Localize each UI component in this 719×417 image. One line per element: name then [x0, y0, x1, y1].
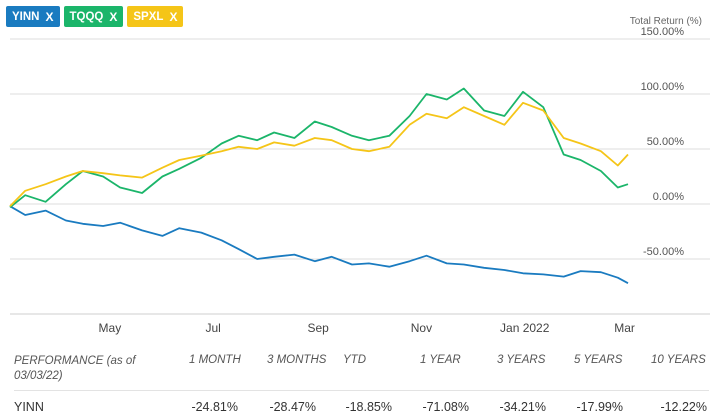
value-3-months: -28.47%	[269, 400, 316, 414]
line-chart: 150.00% 100.00% 50.00% 0.00% -50.00% May Jul Se…	[9, 16, 710, 335]
col-ytd: YTD	[343, 354, 366, 366]
row-label: YINN	[14, 400, 44, 414]
series-lines	[9, 87, 629, 284]
value-10-years: -12.22%	[660, 400, 707, 414]
col-1-month: 1 MONTH	[189, 354, 241, 366]
value-1-month: -24.81%	[191, 400, 238, 414]
value-3-years: -34.21%	[499, 400, 546, 414]
col-10-years: 10 YEARS	[651, 354, 706, 366]
x-tick-label: Sep	[307, 321, 329, 335]
chip-yinn-label: YINN	[12, 10, 40, 23]
chip-spxl-label: SPXL	[133, 10, 164, 23]
col-3-years: 3 YEARS	[497, 354, 546, 366]
performance-header-label: PERFORMANCE (as of 03/03/22)	[14, 355, 136, 382]
close-icon[interactable]: X	[45, 9, 54, 24]
series-chips: YINN X TQQQ X SPXL X	[6, 6, 184, 27]
y-axis-label: Total Return (%)	[630, 16, 702, 27]
value-5-years: -17.99%	[576, 400, 623, 414]
x-tick-label: Mar	[614, 321, 635, 335]
y-tick-label: -50.00%	[643, 246, 684, 258]
y-tick-label: 50.00%	[647, 136, 685, 148]
x-tick-label: Jul	[206, 321, 221, 335]
value-ytd: -18.85%	[345, 400, 392, 414]
x-tick-label: May	[99, 321, 122, 335]
chip-tqqq-label: TQQQ	[69, 10, 104, 23]
col-3-months: 3 MONTHS	[267, 354, 327, 366]
x-tick-label: Nov	[411, 321, 432, 335]
chip-tqqq[interactable]: TQQQ X	[63, 6, 124, 27]
axes: 150.00% 100.00% 50.00% 0.00% -50.00% May Jul Se…	[99, 26, 685, 335]
series-line-tqqq	[9, 87, 629, 209]
close-icon[interactable]: X	[169, 9, 178, 24]
x-tick-label: Jan 2022	[500, 321, 550, 335]
col-5-years: 5 YEARS	[574, 354, 623, 366]
y-tick-label: 100.00%	[641, 81, 685, 93]
col-1-year: 1 YEAR	[420, 354, 461, 366]
close-icon[interactable]: X	[109, 9, 118, 24]
chip-spxl[interactable]: SPXL X	[127, 6, 184, 27]
y-tick-label: 0.00%	[653, 191, 684, 203]
value-1-year: -71.08%	[422, 400, 469, 414]
table-divider	[14, 390, 709, 391]
y-tick-label: 150.00%	[641, 26, 685, 38]
series-line-spxl	[9, 101, 629, 207]
series-line-yinn	[9, 205, 629, 284]
chip-yinn[interactable]: YINN X	[6, 6, 60, 27]
